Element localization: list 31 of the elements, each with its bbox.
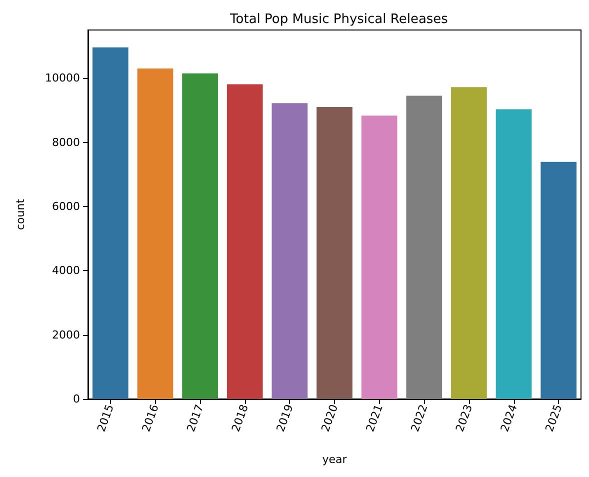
x-tick-label: 2022 [408, 402, 430, 434]
x-tick-label: 2017 [184, 402, 206, 434]
x-tick-label: 2016 [140, 402, 162, 434]
bar [182, 73, 218, 399]
bar [272, 103, 308, 399]
bar [406, 96, 442, 399]
bar [92, 47, 128, 399]
y-tick-label: 8000 [52, 136, 80, 149]
x-tick-label: 2025 [542, 402, 565, 434]
y-tick-label: 4000 [52, 264, 80, 278]
bar [540, 162, 577, 399]
chart-title: Total Pop Music Physical Releases [229, 12, 448, 27]
y-tick-label: 2000 [52, 328, 80, 342]
bar [226, 84, 263, 399]
x-tick-label: 2015 [94, 402, 117, 434]
bar [361, 116, 398, 399]
y-axis-title: count [14, 198, 27, 230]
x-tick-label: 2020 [318, 402, 341, 434]
x-axis-title: year [322, 453, 348, 466]
x-tick-label: 2021 [364, 402, 386, 434]
x-tick-label: 2024 [498, 402, 520, 434]
y-tick-label: 10000 [45, 72, 80, 85]
bar [316, 107, 352, 399]
x-tick-label: 2023 [453, 402, 476, 434]
bar [451, 87, 487, 399]
x-tick-label: 2018 [229, 402, 251, 434]
bar [496, 109, 532, 399]
y-tick-label: 6000 [52, 200, 80, 213]
x-tick-label: 2019 [274, 402, 296, 434]
bar [137, 68, 174, 399]
y-tick-label: 0 [73, 392, 80, 406]
